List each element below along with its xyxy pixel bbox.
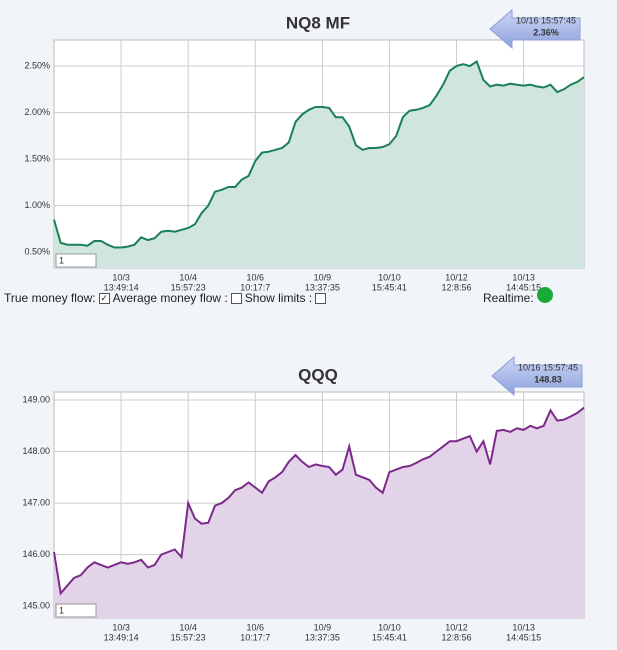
x-tick-time: 13:37:35 — [305, 632, 340, 642]
line — [53, 59, 585, 249]
x-tick-time: 13:49:14 — [104, 632, 139, 642]
x-tick-label: 10/4 — [179, 272, 197, 282]
control-label: Average money flow : — [112, 291, 228, 305]
x-tick-label: 10/13 — [512, 272, 535, 282]
chart-title: NQ8 MF — [286, 13, 350, 32]
x-tick-time: 15:45:41 — [372, 632, 407, 642]
x-tick-time: 12:8:56 — [442, 282, 472, 292]
input-box — [55, 603, 97, 618]
y-tick-label: 146.00 — [22, 549, 50, 559]
control-label: True money flow: — [4, 291, 96, 305]
callout-value: 2.36% — [533, 27, 559, 37]
x-tick-label: 10/9 — [314, 622, 332, 632]
y-tick-label: 149.00 — [22, 394, 50, 404]
x-tick-label: 10/6 — [247, 622, 265, 632]
area-fill — [54, 407, 584, 618]
x-tick-time: 13:37:35 — [305, 282, 340, 292]
x-tick-time: 14:45:15 — [506, 282, 541, 292]
x-tick-label: 10/3 — [112, 622, 130, 632]
area-fill — [54, 61, 584, 269]
callout — [489, 8, 581, 50]
x-tick-time: 12:8:56 — [442, 632, 472, 642]
x-tick-time: 15:57:23 — [171, 632, 206, 642]
x-tick-label: 10/9 — [314, 272, 332, 282]
x-tick-label: 10/4 — [179, 622, 197, 632]
controls: True money flow: ✓ Average money flow : Sho… — [4, 291, 329, 305]
y-tick-label: 148.00 — [22, 446, 50, 456]
x-tick-time: 13:49:14 — [104, 282, 139, 292]
realtime-indicator — [537, 287, 553, 303]
x-tick-time: 14:45:15 — [506, 632, 541, 642]
y-tick-label: 2.50% — [24, 60, 50, 70]
x-tick-time: 10:17:7 — [240, 632, 270, 642]
x-tick-label: 10/3 — [112, 272, 130, 282]
callout-time: 10/16 15:57:45 — [516, 15, 576, 25]
x-tick-label: 10/10 — [378, 272, 401, 282]
input-value: 1 — [59, 605, 64, 615]
x-tick-label: 10/12 — [445, 622, 468, 632]
input-value: 1 — [59, 255, 64, 265]
control-label: Show limits : — [244, 291, 313, 305]
y-tick-label: 2.00% — [24, 107, 50, 117]
x-tick-time: 15:45:41 — [372, 282, 407, 292]
x-tick-time: 10:17:7 — [240, 282, 270, 292]
callout-time: 10/16 15:57:45 — [518, 362, 578, 372]
y-tick-label: 1.50% — [24, 153, 50, 163]
callout — [491, 355, 583, 397]
checkbox[interactable]: ✓ — [98, 292, 110, 304]
checkbox[interactable] — [315, 292, 327, 304]
input-box — [55, 253, 97, 268]
x-tick-label: 10/10 — [378, 622, 401, 632]
x-tick-label: 10/6 — [247, 272, 265, 282]
y-tick-label: 145.00 — [22, 601, 50, 611]
line — [53, 406, 585, 596]
x-tick-label: 10/13 — [512, 622, 535, 632]
y-tick-label: 147.00 — [22, 497, 50, 507]
x-tick-label: 10/12 — [445, 272, 468, 282]
y-tick-label: 0.50% — [24, 247, 50, 257]
realtime-label: Realtime: — [483, 291, 534, 305]
checkbox[interactable] — [230, 292, 242, 304]
chart-title: QQQ — [298, 365, 338, 384]
y-tick-label: 1.00% — [24, 200, 50, 210]
callout-value: 148.83 — [534, 374, 562, 384]
x-tick-time: 15:57:23 — [171, 282, 206, 292]
